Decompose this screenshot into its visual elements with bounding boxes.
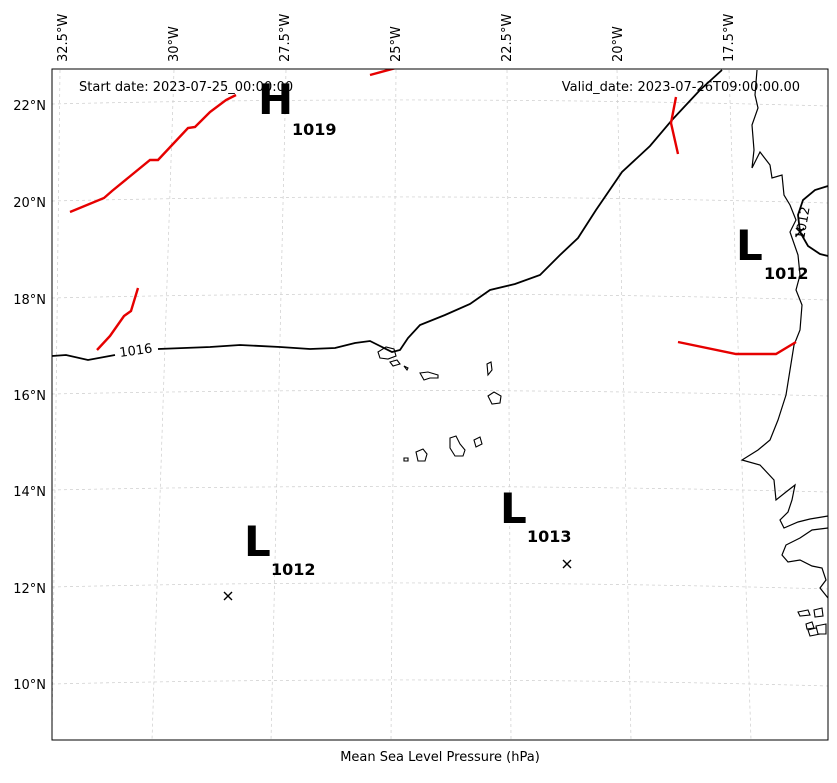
parallel (51, 486, 829, 493)
low-center-marker (223, 591, 233, 601)
parallel (51, 390, 829, 397)
island-sao-nicolau (419, 371, 439, 381)
meridian (51, 69, 61, 741)
graticule (51, 69, 829, 741)
front-line (69, 93, 237, 214)
parallel (51, 196, 829, 204)
low-value: 1013 (527, 527, 572, 546)
meridian (390, 69, 397, 741)
pressure-centers: H 1019 L 1012 L 1013 L 1012 (244, 75, 809, 579)
meridian (616, 69, 632, 741)
island-maio (473, 436, 483, 448)
island-santa-luzia (403, 365, 409, 372)
longitude-ticks: 32.5°W 30°W 27.5°W 25°W 22.5°W 20°W 17.5… (56, 14, 737, 62)
isobar-1016 (157, 69, 723, 353)
front-line (677, 340, 797, 356)
coastline (740, 69, 829, 637)
low-letter: L (736, 221, 763, 270)
meridian (506, 69, 512, 741)
island-fogo (415, 448, 428, 462)
lat-tick: 18°N (13, 293, 46, 308)
fronts (69, 66, 797, 356)
front-line (96, 287, 140, 351)
parallel (51, 582, 829, 590)
isobar-1012-ring (797, 185, 829, 257)
lat-tick: 10°N (13, 678, 46, 693)
africa-coast (740, 69, 829, 529)
lon-tick: 27.5°W (278, 14, 293, 62)
meridian (151, 69, 175, 741)
parallel (51, 679, 829, 687)
lat-tick: 20°N (13, 196, 46, 211)
lon-tick: 22.5°W (500, 14, 515, 62)
isobar-1016 (51, 354, 116, 361)
low-value: 1012 (271, 560, 316, 579)
island-boa-vista (487, 391, 502, 405)
isobar-label: 1016 (118, 342, 153, 361)
island-santo-antao (377, 346, 397, 360)
bijagos-island (815, 623, 827, 635)
africa-coast-south (781, 527, 829, 599)
lon-tick: 20°W (611, 26, 626, 62)
lon-tick: 32.5°W (56, 14, 71, 62)
low-letter: L (500, 484, 527, 533)
bijagos-island (797, 609, 811, 617)
parallel (51, 293, 829, 301)
lat-tick: 22°N (13, 99, 46, 114)
isobar-label: 1012 (793, 205, 814, 240)
lat-tick: 12°N (13, 582, 46, 597)
x-axis-label: Mean Sea Level Pressure (hPa) (340, 750, 540, 765)
bijagos-island (813, 607, 824, 618)
high-value: 1019 (292, 120, 337, 139)
lat-tick: 16°N (13, 389, 46, 404)
center-markers (223, 227, 805, 601)
high-letter: H (258, 75, 293, 124)
lon-tick: 17.5°W (722, 14, 737, 62)
meridian (270, 69, 287, 741)
lon-tick: 30°W (167, 26, 182, 62)
meridian (728, 69, 752, 741)
start-date-label: Start date: 2023-07-25_00:00:00 (79, 80, 293, 95)
valid-date-label: Valid_date: 2023-07-26T09:00:00.00 (562, 80, 800, 95)
front-line (669, 96, 680, 155)
bijagos-island (805, 621, 815, 630)
parallel (51, 99, 829, 107)
low-center-marker (562, 559, 572, 569)
island-santiago (449, 435, 466, 457)
cape-verde-islands (377, 346, 502, 462)
island-brava (403, 457, 409, 462)
map-frame (51, 68, 829, 741)
island-sal (486, 361, 493, 377)
low-value: 1012 (764, 264, 809, 283)
isobars (51, 69, 829, 361)
lat-tick: 14°N (13, 485, 46, 500)
latitude-ticks: 22°N 20°N 18°N 16°N 14°N 12°N 10°N (13, 99, 46, 693)
low-center-marker (795, 227, 805, 237)
low-letter: L (244, 517, 271, 566)
lon-tick: 25°W (389, 26, 404, 62)
island-sao-vicente (389, 359, 401, 367)
